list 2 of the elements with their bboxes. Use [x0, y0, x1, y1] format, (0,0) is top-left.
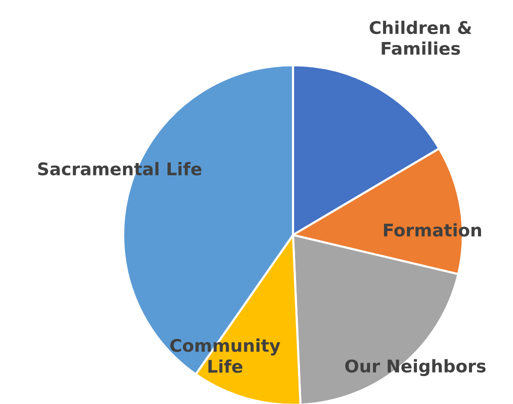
slice-label: Our Neighbors [345, 359, 486, 376]
slice-label: Children & Families [370, 20, 472, 55]
